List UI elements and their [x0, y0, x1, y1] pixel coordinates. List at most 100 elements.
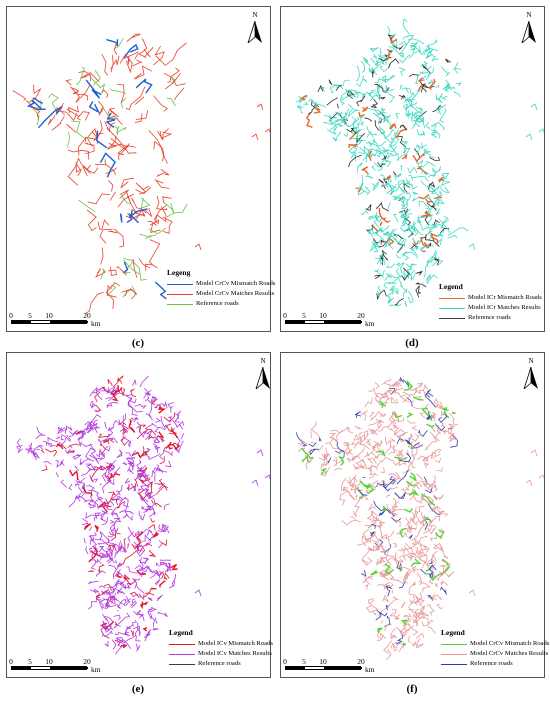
road-segment [415, 284, 421, 294]
road-segment [370, 98, 378, 109]
road-segment [97, 433, 109, 438]
road-segment [160, 563, 165, 566]
road-segment [88, 489, 100, 496]
road-segment [148, 493, 158, 507]
legend-swatch [167, 284, 193, 285]
road-segment [363, 575, 371, 585]
legend-item: Model CrCv Mismatch Roads [167, 280, 275, 290]
road-segment [388, 384, 391, 392]
road-segment [360, 95, 366, 103]
road-segment [120, 583, 127, 590]
road-segment [377, 557, 386, 565]
road-segment [396, 147, 411, 161]
road-segment [152, 617, 157, 628]
legend-item: Model ICv Mismatch Roads [169, 640, 273, 650]
road-segment [434, 457, 442, 464]
road-segment [409, 389, 415, 391]
road-segment [356, 459, 364, 464]
road-segment [393, 234, 399, 238]
road-segment [376, 113, 388, 118]
road-segment [376, 581, 391, 589]
road-segment [379, 57, 392, 62]
road-segment [86, 422, 98, 433]
road-segment [86, 137, 97, 147]
road-segment [365, 204, 372, 212]
road-segment [157, 401, 168, 409]
road-segment [84, 142, 95, 155]
road-segment [421, 64, 431, 74]
road-segment [55, 436, 61, 440]
road-segment [341, 94, 352, 101]
road-segment [420, 235, 427, 239]
road-segment [410, 434, 420, 442]
road-segment [30, 105, 41, 120]
road-segment [158, 446, 169, 460]
road-segment [114, 580, 125, 586]
road-segment [107, 230, 118, 234]
road-segment [400, 566, 411, 576]
road-segment [382, 483, 391, 492]
road-segment [356, 65, 360, 82]
road-segment [399, 376, 410, 387]
road-segment [401, 35, 415, 52]
road-segment [126, 460, 135, 467]
road-segment [389, 140, 398, 157]
road-segment [426, 226, 434, 236]
road-segment [397, 392, 407, 398]
road-segment [158, 405, 167, 414]
legend-label: Model CrCv Mismatch Roads [470, 640, 550, 648]
road-segment [125, 510, 134, 515]
road-segment [427, 174, 436, 178]
road-segment [100, 443, 107, 455]
road-segment [364, 397, 373, 408]
road-segment [414, 77, 419, 85]
road-segment [378, 419, 385, 424]
road-segment [391, 634, 397, 639]
road-segment [111, 425, 115, 430]
scale-ticks: 0 5 10 20 [9, 657, 91, 666]
road-segment [116, 266, 127, 276]
road-segment [125, 289, 134, 296]
road-segment [410, 243, 419, 249]
road-segment [399, 527, 407, 538]
road-segment [111, 639, 117, 650]
road-segment [394, 559, 401, 569]
road-segment [413, 226, 416, 233]
road-segment [317, 84, 324, 92]
road-segment [335, 84, 343, 92]
road-segment [128, 402, 138, 416]
road-segment [343, 442, 350, 454]
road-segment [139, 565, 149, 570]
road-segment [406, 263, 416, 276]
road-segment [412, 43, 422, 53]
road-segment [400, 221, 410, 231]
road-segment [125, 452, 136, 459]
road-segment [377, 161, 386, 168]
road-segment [174, 87, 185, 101]
road-segment [441, 421, 445, 428]
road-segment [336, 103, 339, 109]
road-segment [387, 26, 391, 37]
road-segment [144, 587, 157, 594]
road-segment [390, 641, 398, 649]
road-segment [104, 602, 111, 610]
road-segment [114, 568, 122, 577]
road-segment [368, 215, 379, 228]
road-segment [354, 478, 361, 495]
road-segment [408, 74, 419, 77]
road-segment [89, 588, 100, 594]
road-segment [105, 282, 121, 310]
road-segment [125, 394, 133, 403]
scale-unit: km [91, 665, 101, 674]
road-segment [426, 261, 429, 268]
road-segment [406, 412, 414, 418]
road-fragment [538, 128, 544, 134]
scale-bar-c: 0 5 10 20 km [9, 311, 100, 328]
road-segment [441, 66, 451, 77]
road-segment [136, 425, 145, 438]
road-segment [388, 598, 397, 606]
road-segment [413, 538, 422, 546]
road-segment [399, 51, 405, 55]
road-segment [397, 179, 405, 187]
road-segment [410, 47, 417, 54]
